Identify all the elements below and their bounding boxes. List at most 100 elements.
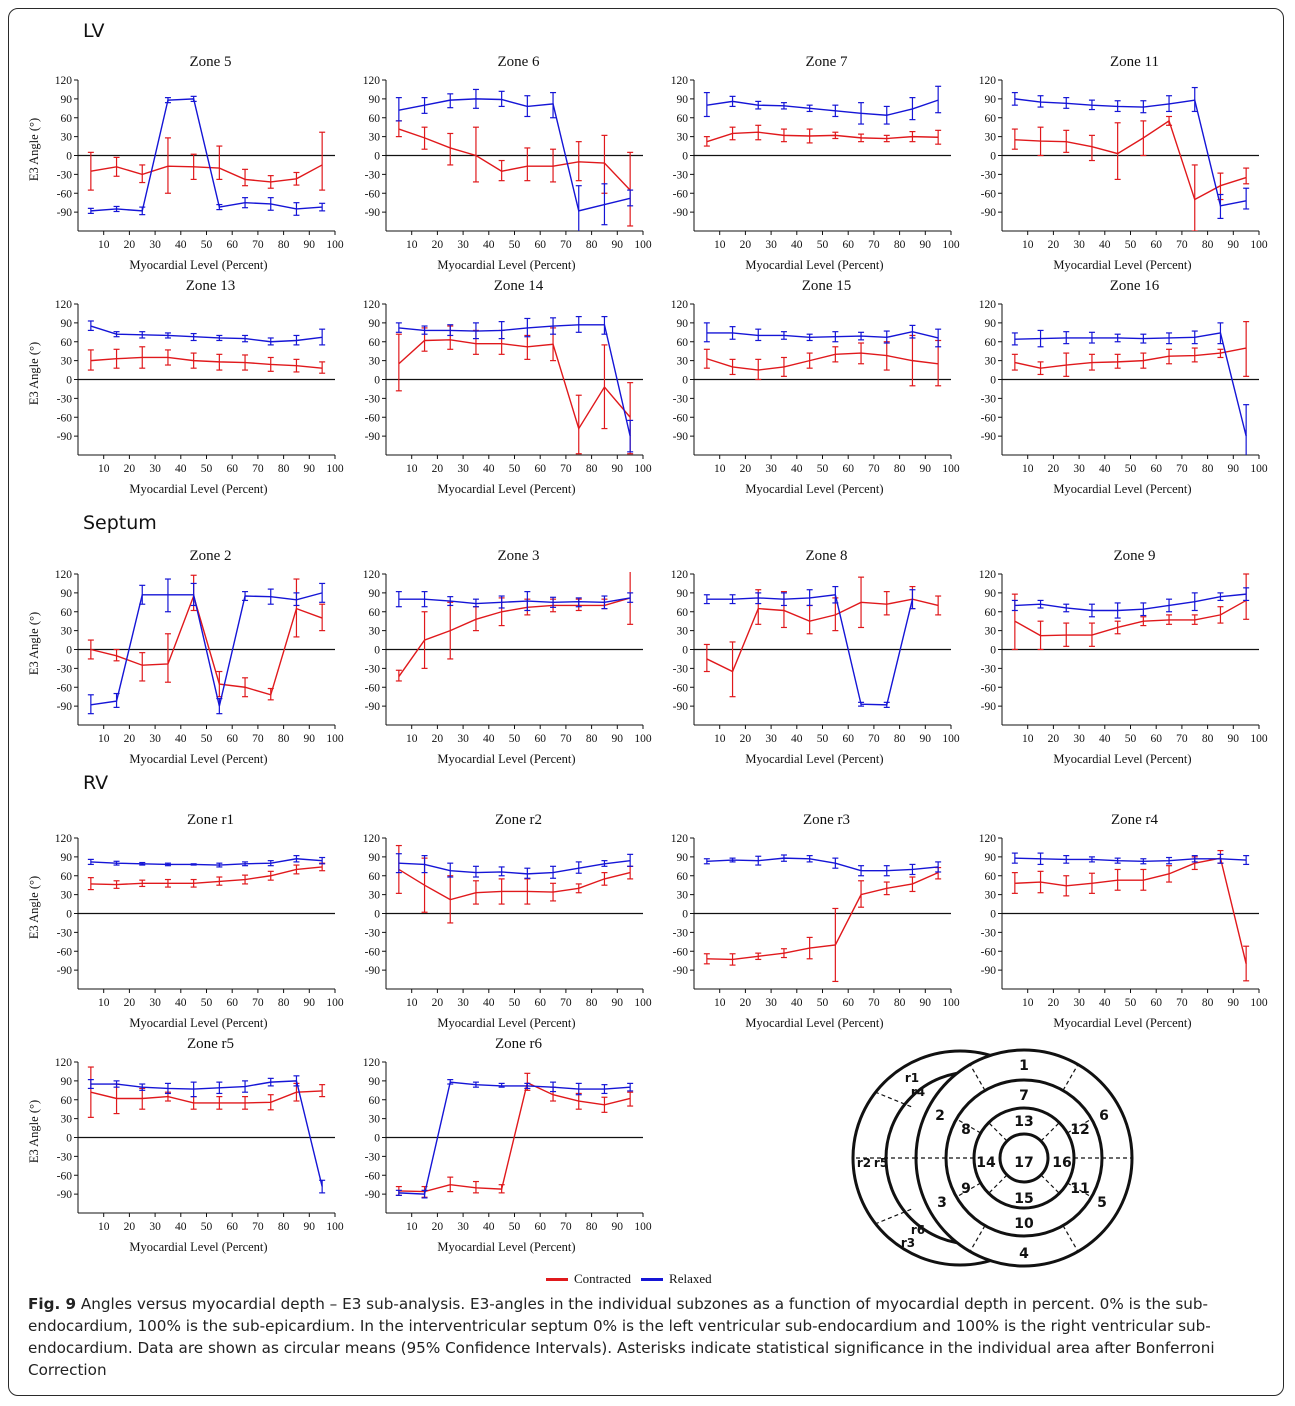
x-tick-label: 70	[252, 463, 264, 475]
x-tick-label: 40	[483, 733, 495, 745]
x-tick-label: 100	[326, 239, 344, 251]
y-tick-label: 120	[363, 569, 381, 581]
y-tick-label: -60	[365, 412, 381, 424]
x-axis-label: Myocardial Level (Percent)	[129, 752, 267, 766]
legend-label-relaxed: Relaxed	[669, 1271, 712, 1286]
x-tick-label: 10	[1022, 997, 1034, 1009]
x-tick-label: 60	[534, 997, 546, 1009]
y-tick-label: -90	[365, 965, 381, 977]
x-tick-label: 70	[868, 997, 880, 1009]
segment-label-4: 4	[1019, 1246, 1029, 1262]
segment-label-10: 10	[1014, 1216, 1034, 1232]
chart-panel: Zone r4 120 90 60 30 0 -30 -60 -90 10 20 30 40 50 60 70…	[979, 812, 1268, 1030]
y-tick-label: -30	[57, 1151, 73, 1163]
y-tick-label: -90	[57, 701, 73, 713]
x-tick-label: 80	[1202, 997, 1214, 1009]
y-tick-label: 0	[990, 909, 996, 921]
chart-panel: Zone 11 120 90 60 30 0 -30 -60 -90 10 20 30 40 50 60 70…	[979, 54, 1268, 272]
x-tick-label: 40	[791, 733, 803, 745]
series-line	[398, 339, 631, 431]
chart-title: Zone r4	[1111, 812, 1159, 828]
x-tick-label: 90	[1228, 463, 1240, 475]
x-tick-label: 100	[326, 1221, 344, 1233]
y-tick-label: 30	[61, 1114, 73, 1126]
chart-title: Zone 15	[802, 278, 852, 294]
y-tick-label: 90	[369, 318, 381, 330]
y-tick-label: 30	[677, 356, 689, 368]
x-tick-label: 80	[1202, 463, 1214, 475]
x-tick-label: 10	[406, 733, 418, 745]
y-tick-label: 90	[61, 588, 73, 600]
y-tick-label: -30	[365, 663, 381, 675]
series-relaxed	[703, 854, 942, 877]
x-tick-label: 80	[278, 733, 290, 745]
y-tick-label: -90	[57, 431, 73, 443]
x-tick-label: 40	[791, 239, 803, 251]
x-tick-label: 50	[201, 997, 213, 1009]
x-tick-label: 20	[740, 463, 752, 475]
y-tick-label: 0	[682, 151, 688, 163]
y-axis-label: E3 Angle (°)	[27, 342, 41, 405]
series-line	[90, 356, 323, 369]
segment-label-7: 7	[1019, 1088, 1029, 1104]
x-axis-label: Myocardial Level (Percent)	[437, 1016, 575, 1030]
x-tick-label: 90	[920, 239, 932, 251]
y-tick-label: -90	[365, 431, 381, 443]
x-tick-label: 90	[612, 1221, 624, 1233]
y-tick-label: -30	[365, 393, 381, 405]
x-tick-label: 20	[432, 733, 444, 745]
x-tick-label: 80	[1202, 733, 1214, 745]
series-contracted	[87, 346, 326, 374]
y-tick-label: -60	[673, 188, 689, 200]
x-tick-label: 80	[278, 463, 290, 475]
y-tick-label: 0	[990, 645, 996, 657]
x-tick-label: 70	[560, 239, 572, 251]
caption-text: Angles versus myocardial depth – E3 sub-…	[28, 1295, 1215, 1379]
y-tick-label: 0	[374, 645, 380, 657]
x-tick-label: 90	[1228, 733, 1240, 745]
apical-divider	[988, 1122, 1008, 1142]
chart-title: Zone 14	[494, 278, 544, 294]
series-relaxed	[1011, 86, 1250, 220]
y-tick-label: -90	[365, 701, 381, 713]
series-line	[90, 593, 323, 696]
chart-title: Zone 3	[497, 548, 539, 564]
y-tick-label: 60	[369, 1095, 381, 1107]
y-tick-label: 120	[671, 299, 689, 311]
x-tick-label: 50	[201, 1221, 213, 1233]
y-tick-label: -30	[981, 927, 997, 939]
x-tick-label: 10	[1022, 463, 1034, 475]
y-tick-label: -60	[673, 412, 689, 424]
section-title-septum: Septum	[83, 512, 157, 534]
x-tick-label: 50	[1125, 997, 1137, 1009]
y-tick-label: -90	[57, 207, 73, 219]
x-axis-label: Myocardial Level (Percent)	[1053, 482, 1191, 496]
y-tick-label: 120	[55, 299, 73, 311]
figure-caption: Fig. 9 Angles versus myocardial depth – …	[28, 1293, 1273, 1381]
x-tick-label: 20	[1048, 239, 1060, 251]
y-tick-label: -30	[57, 169, 73, 181]
y-tick-label: 120	[55, 75, 73, 87]
x-tick-label: 70	[1176, 239, 1188, 251]
chart-title: Zone 5	[189, 54, 231, 70]
y-tick-label: 120	[363, 1057, 381, 1069]
series-relaxed	[703, 85, 942, 125]
x-tick-label: 30	[457, 239, 469, 251]
apical-divider	[1040, 1174, 1060, 1194]
series-line	[706, 352, 939, 371]
series-line	[90, 1080, 323, 1187]
y-tick-label: 0	[66, 1133, 72, 1145]
x-tick-label: 70	[252, 239, 264, 251]
y-tick-label: 90	[985, 852, 997, 864]
x-tick-label: 90	[612, 733, 624, 745]
y-tick-label: 60	[369, 337, 381, 349]
segment-label-r5: r5	[874, 1156, 888, 1170]
x-tick-label: 30	[457, 997, 469, 1009]
x-tick-label: 10	[406, 463, 418, 475]
x-tick-label: 30	[765, 239, 777, 251]
y-tick-label: -30	[57, 927, 73, 939]
y-tick-label: 90	[61, 852, 73, 864]
caption-fig-label: Fig. 9	[28, 1295, 77, 1313]
y-tick-label: 0	[66, 645, 72, 657]
